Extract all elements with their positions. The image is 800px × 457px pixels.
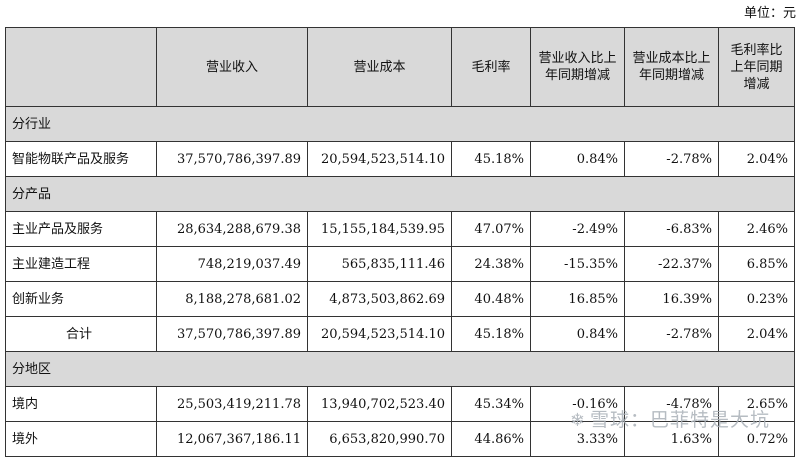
revenue-cell: 28,634,288,679.38 <box>156 211 308 247</box>
section-row-product: 分产品 <box>5 176 795 212</box>
section-title: 分产品 <box>5 176 795 212</box>
snowball-icon: ❄ <box>569 410 586 431</box>
margin-yoy-cell: 6.85% <box>718 246 795 282</box>
margin-cell: 44.86% <box>451 421 531 457</box>
margin-cell: 45.34% <box>451 386 531 422</box>
unit-label: 单位：元 <box>743 6 796 21</box>
cost-yoy-cell: -2.78% <box>624 316 719 352</box>
revenue-cell: 25,503,419,211.78 <box>156 386 308 422</box>
cost-yoy-cell: 16.39% <box>624 281 719 317</box>
margin-cell: 45.18% <box>451 141 531 177</box>
cost-yoy-cell: -6.83% <box>624 211 719 247</box>
margin-cell: 24.38% <box>451 246 531 282</box>
table-row: 主业产品及服务 28,634,288,679.38 15,155,184,539… <box>5 211 795 247</box>
category-cell: 主业建造工程 <box>5 246 157 282</box>
margin-cell: 45.18% <box>451 316 531 352</box>
margin-yoy-cell: 0.23% <box>718 281 795 317</box>
margin-yoy-cell: 2.65% <box>718 386 795 422</box>
section-row-region: 分地区 <box>5 351 795 387</box>
header-corner <box>5 27 157 107</box>
cost-cell: 20,594,523,514.10 <box>307 141 452 177</box>
total-label: 合计 <box>5 316 157 352</box>
header-revenue-yoy-text: 营业收入比上年同期增减 <box>538 51 617 83</box>
revenue-cell: 748,219,037.49 <box>156 246 308 282</box>
table-row: 主业建造工程 748,219,037.49 565,835,111.46 24.… <box>5 246 795 282</box>
header-margin-yoy-text: 毛利率比上年同期增减 <box>730 42 783 92</box>
header-row: 营业收入 营业成本 毛利率 营业收入比上年同期增减 营业成本比上年同期增减 毛利… <box>5 27 795 107</box>
cost-cell: 565,835,111.46 <box>307 246 452 282</box>
revenue-yoy-cell: -15.35% <box>530 246 625 282</box>
header-margin-yoy: 毛利率比上年同期增减 <box>718 27 795 107</box>
header-cost: 营业成本 <box>307 27 452 107</box>
margin-cell: 40.48% <box>451 281 531 317</box>
cost-yoy-cell: -2.78% <box>624 141 719 177</box>
section-row-industry: 分行业 <box>5 106 795 142</box>
cost-cell: 20,594,523,514.10 <box>307 316 452 352</box>
category-cell: 创新业务 <box>5 281 157 317</box>
header-cost-yoy-text: 营业成本比上年同期增减 <box>632 51 711 83</box>
header-cost-yoy: 营业成本比上年同期增减 <box>624 27 719 107</box>
section-title: 分地区 <box>5 351 795 387</box>
financial-table: 营业收入 营业成本 毛利率 营业收入比上年同期增减 营业成本比上年同期增减 毛利… <box>5 27 795 457</box>
section-title: 分行业 <box>5 106 795 142</box>
cost-cell: 6,653,820,990.70 <box>307 421 452 457</box>
revenue-cell: 37,570,786,397.89 <box>156 316 308 352</box>
category-cell: 智能物联产品及服务 <box>5 141 157 177</box>
table-row: 智能物联产品及服务 37,570,786,397.89 20,594,523,5… <box>5 141 795 177</box>
cost-cell: 13,940,702,523.40 <box>307 386 452 422</box>
revenue-cell: 8,188,278,681.02 <box>156 281 308 317</box>
revenue-yoy-cell: 16.85% <box>530 281 625 317</box>
header-revenue: 营业收入 <box>156 27 308 107</box>
header-gross-margin: 毛利率 <box>451 27 531 107</box>
table-row: 创新业务 8,188,278,681.02 4,873,503,862.69 4… <box>5 281 795 317</box>
revenue-yoy-cell: -2.49% <box>530 211 625 247</box>
watermark: ❄ 雪球：巴菲特是大坑 <box>570 405 770 432</box>
category-cell: 境外 <box>5 421 157 457</box>
margin-yoy-cell: 2.04% <box>718 141 795 177</box>
category-cell: 主业产品及服务 <box>5 211 157 247</box>
total-row: 合计 37,570,786,397.89 20,594,523,514.10 4… <box>5 316 795 352</box>
cost-cell: 4,873,503,862.69 <box>307 281 452 317</box>
revenue-yoy-cell: 0.84% <box>530 316 625 352</box>
revenue-yoy-cell: 0.84% <box>530 141 625 177</box>
margin-yoy-cell: 2.04% <box>718 316 795 352</box>
watermark-text: 雪球：巴菲特是大坑 <box>589 409 770 431</box>
cost-cell: 15,155,184,539.95 <box>307 211 452 247</box>
margin-yoy-cell: 2.46% <box>718 211 795 247</box>
table-row: 境内 25,503,419,211.78 13,940,702,523.40 4… <box>5 386 795 422</box>
revenue-cell: 37,570,786,397.89 <box>156 141 308 177</box>
revenue-cell: 12,067,367,186.11 <box>156 421 308 457</box>
header-revenue-yoy: 营业收入比上年同期增减 <box>530 27 625 107</box>
category-cell: 境内 <box>5 386 157 422</box>
margin-cell: 47.07% <box>451 211 531 247</box>
cost-yoy-cell: -22.37% <box>624 246 719 282</box>
